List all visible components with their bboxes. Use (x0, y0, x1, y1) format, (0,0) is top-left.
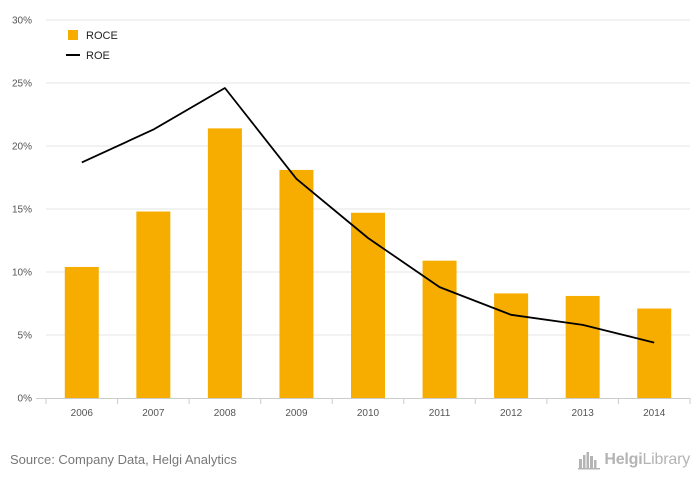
x-tick-label: 2009 (285, 408, 308, 419)
bar-roce-2006 (64, 266, 99, 398)
y-tick-label: 30% (12, 16, 32, 27)
legend-swatch-roce (68, 30, 78, 40)
line-roe (81, 87, 655, 344)
bar-roce-2010 (351, 212, 385, 398)
logo-text: HelgiLibrary (604, 451, 690, 468)
y-tick-label: 0% (18, 394, 33, 405)
x-tick-label: 2008 (214, 408, 237, 419)
x-tick-label: 2007 (142, 408, 165, 419)
bar-roce-2007 (136, 211, 171, 398)
source-note: Source: Company Data, Helgi Analytics (10, 452, 237, 467)
helgi-library-logo[interactable]: HelgiLibrary (578, 448, 690, 472)
y-tick-label: 10% (12, 268, 32, 279)
legend-label-roce: ROCE (86, 30, 118, 42)
bar-roce-2012 (494, 293, 529, 398)
chart: 0% 5% 10% 15% 20% 25% 30% 2006 2007 2008 2009 2010 2… (12, 16, 691, 419)
chart-footer: Source: Company Data, Helgi Analytics He… (0, 440, 700, 483)
y-tick-label: 20% (12, 142, 32, 153)
x-tick-label: 2010 (357, 408, 380, 419)
y-tick-label: 15% (12, 205, 32, 216)
city-skyline-icon (578, 452, 601, 470)
y-tick-label: 5% (18, 331, 33, 342)
bar-roce-2008 (207, 128, 242, 399)
bar-roce-2014 (637, 308, 672, 398)
x-tick-label: 2013 (572, 408, 595, 419)
bar-roce-2011 (422, 260, 457, 398)
y-tick-label: 25% (12, 79, 32, 90)
x-tick-label: 2012 (500, 408, 523, 419)
x-tick-label: 2011 (429, 408, 451, 419)
chart-canvas: 0% 5% 10% 15% 20% 25% 30% 2006 2007 2008 2009 2010 2… (12, 16, 691, 419)
x-tick-label: 2006 (71, 408, 94, 419)
bar-roce-2013 (565, 295, 600, 398)
bar-roce-2009 (279, 169, 314, 398)
x-tick-label: 2014 (643, 408, 666, 419)
legend-label-roe: ROE (86, 50, 110, 62)
